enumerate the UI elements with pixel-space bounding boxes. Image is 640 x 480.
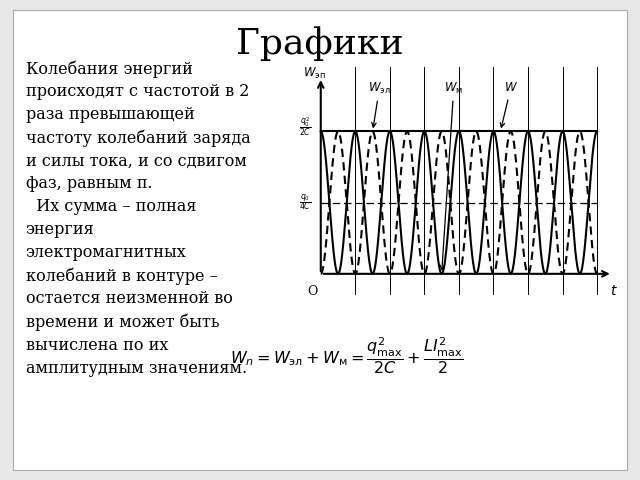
- Text: $W_{\rm эл}$: $W_{\rm эл}$: [368, 81, 391, 127]
- Text: $W_{n} = W_{\rm эл} + W_{\rm м} = \dfrac{q^2_{\max}}{2C} + \dfrac{LI^2_{\max}}{2: $W_{n} = W_{\rm эл} + W_{\rm м} = \dfrac…: [230, 336, 464, 376]
- Text: Колебания энергий
происходят с частотой в 2
раза превышающей
частоту колебаний з: Колебания энергий происходят с частотой …: [26, 60, 250, 377]
- Text: $W_{\rm эп}$: $W_{\rm эп}$: [303, 66, 326, 82]
- Text: $\frac{q_0}{4C}$: $\frac{q_0}{4C}$: [299, 192, 311, 213]
- Text: $t$: $t$: [611, 284, 618, 298]
- Text: $\frac{q_0^2}{2C}$: $\frac{q_0^2}{2C}$: [299, 116, 311, 138]
- Text: O: O: [307, 285, 317, 298]
- Text: $W_{\rm м}$: $W_{\rm м}$: [440, 81, 463, 270]
- Text: Графики: Графики: [236, 26, 404, 61]
- Text: $W$: $W$: [500, 82, 518, 127]
